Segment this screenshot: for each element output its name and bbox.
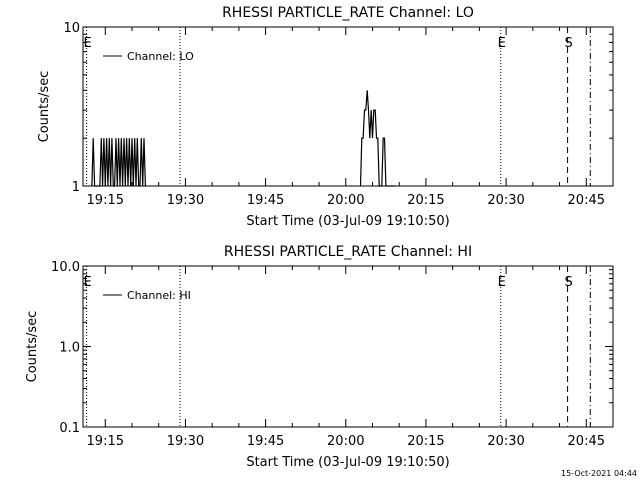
y-tick-label: 1.0	[59, 341, 80, 356]
panel-hi: RHESSI PARTICLE_RATE Channel: HI 0.1 1.0 10…	[25, 244, 614, 470]
x-axis-label: Start Time (03-Jul-09 19:10:50)	[246, 214, 449, 229]
x-tick-label: 20:30	[487, 434, 524, 449]
x-tick-label: 19:45	[247, 434, 284, 449]
y-axis-label: Counts/sec	[25, 311, 40, 383]
x-tick-label: 19:15	[87, 193, 124, 208]
x-tick-label: 20:30	[487, 193, 524, 208]
chart-title: RHESSI PARTICLE_RATE Channel: LO	[222, 5, 474, 21]
series-line	[91, 138, 147, 187]
event-marker-label: E	[498, 275, 506, 290]
x-tick-label: 19:45	[247, 193, 284, 208]
x-tick-label: 20:15	[407, 434, 444, 449]
x-tick-label: 20:15	[407, 193, 444, 208]
x-tick-label: 20:45	[568, 193, 605, 208]
x-tick-label: 20:00	[327, 193, 364, 208]
event-marker-label: E	[83, 275, 91, 290]
event-marker-label: S	[564, 36, 572, 51]
y-tick-label: 10.0	[51, 260, 80, 275]
plot-frame	[82, 26, 614, 187]
x-tick-label: 19:15	[87, 434, 124, 449]
y-tick-label: 0.1	[59, 421, 80, 436]
x-tick-label: 19:30	[167, 434, 204, 449]
y-axis-label: Counts/sec	[37, 71, 52, 143]
legend-label: Channel: HI	[127, 289, 191, 302]
panel-lo: RHESSI PARTICLE_RATE Channel: LO 1 10 19:15…	[37, 5, 614, 229]
legend-label: Channel: LO	[127, 50, 194, 63]
y-tick-label: 1	[72, 180, 80, 195]
x-tick-label: 20:45	[568, 434, 605, 449]
event-marker-label: E	[498, 36, 506, 51]
y-tick-label: 10	[63, 21, 80, 36]
x-tick-label: 20:00	[327, 434, 364, 449]
event-marker-label: S	[564, 275, 572, 290]
series-line	[359, 90, 396, 187]
event-marker-label: E	[83, 36, 91, 51]
x-tick-label: 19:30	[167, 193, 204, 208]
chart-title: RHESSI PARTICLE_RATE Channel: HI	[224, 244, 472, 260]
x-axis-label: Start Time (03-Jul-09 19:10:50)	[246, 455, 449, 470]
footer-timestamp: 15-Oct-2021 04:44	[561, 469, 637, 478]
